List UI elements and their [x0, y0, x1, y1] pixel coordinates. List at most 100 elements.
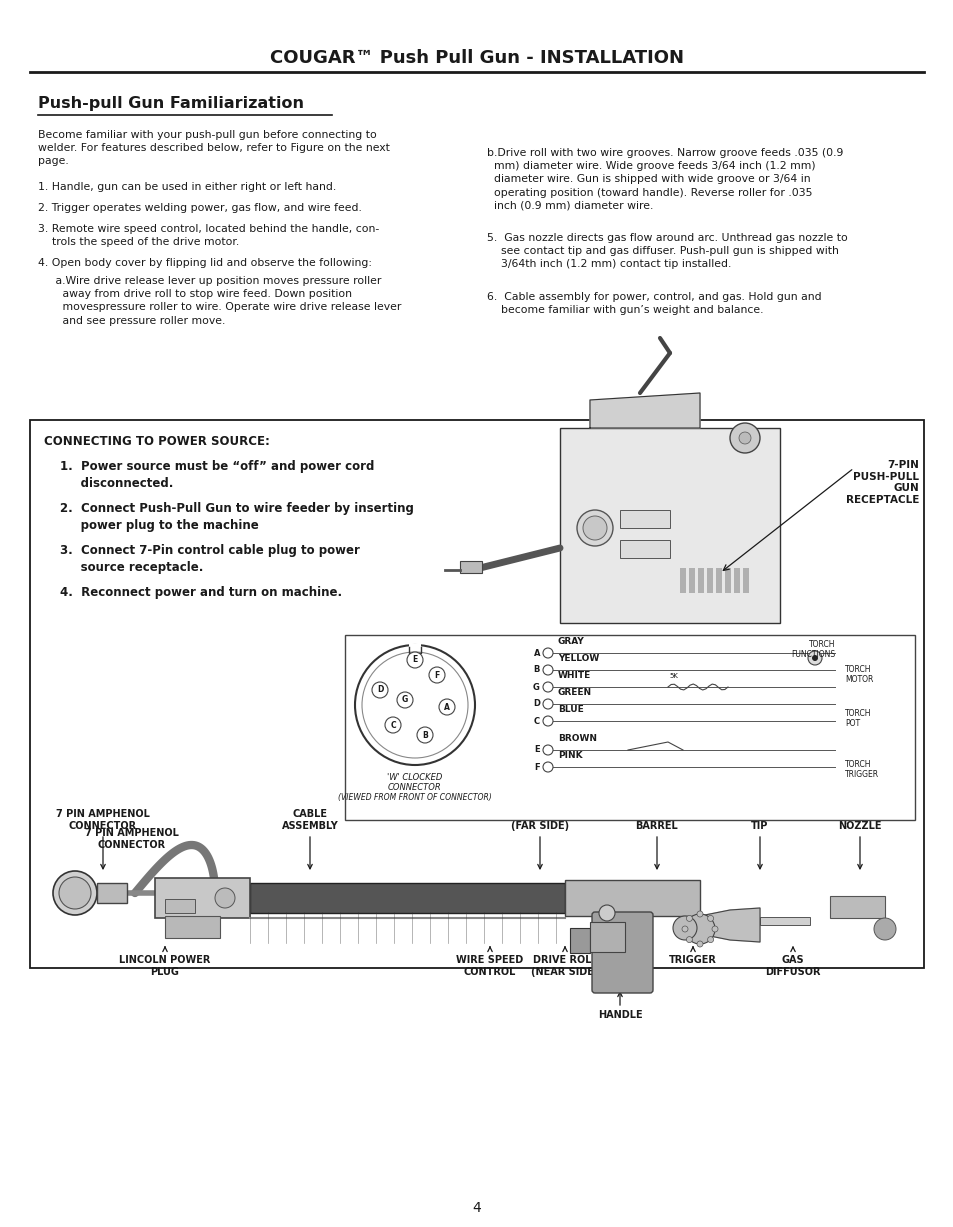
Text: WIRE SPEED
CONTROL: WIRE SPEED CONTROL: [456, 955, 523, 978]
Polygon shape: [700, 908, 760, 942]
Bar: [742, 568, 748, 593]
Text: b.Drive roll with two wire grooves. Narrow groove feeds .035 (0.9
  mm) diameter: b.Drive roll with two wire grooves. Narr…: [486, 148, 842, 211]
Circle shape: [711, 926, 718, 933]
Text: B: B: [421, 730, 428, 740]
Circle shape: [577, 510, 613, 546]
Bar: [829, 896, 884, 918]
Bar: [564, 880, 700, 917]
Text: BLUE: BLUE: [558, 706, 583, 714]
Text: TORCH
TRIGGER: TORCH TRIGGER: [844, 760, 879, 779]
Bar: [165, 917, 220, 937]
Circle shape: [873, 918, 895, 940]
Circle shape: [542, 665, 553, 675]
Text: 2. Trigger operates welding power, gas flow, and wire feed.: 2. Trigger operates welding power, gas f…: [38, 202, 361, 213]
Text: WHITE: WHITE: [558, 671, 591, 680]
Circle shape: [542, 648, 553, 658]
Text: BROWN: BROWN: [558, 734, 597, 744]
Text: G: G: [401, 696, 408, 704]
Circle shape: [542, 745, 553, 755]
Text: CW: CW: [732, 692, 745, 701]
Bar: [569, 928, 589, 953]
Circle shape: [429, 667, 444, 683]
Circle shape: [53, 871, 97, 915]
Text: (VIEWED FROM FRONT OF CONNECTOR): (VIEWED FROM FRONT OF CONNECTOR): [337, 793, 492, 802]
Text: CABLE
ASSEMBLY: CABLE ASSEMBLY: [281, 809, 338, 831]
Text: 3. Remote wire speed control, located behind the handle, con-
    trols the spee: 3. Remote wire speed control, located be…: [38, 225, 379, 247]
Circle shape: [582, 517, 606, 540]
Text: A: A: [443, 703, 450, 712]
Circle shape: [542, 717, 553, 726]
Bar: [154, 879, 250, 918]
Text: 3.  Connect 7-Pin control cable plug to power
     source receptacle.: 3. Connect 7-Pin control cable plug to p…: [60, 544, 359, 574]
Text: F: F: [434, 670, 439, 680]
Text: DRIVE ROLL
(NEAR SIDE): DRIVE ROLL (NEAR SIDE): [531, 955, 598, 978]
Text: GRAY: GRAY: [558, 637, 584, 645]
Circle shape: [361, 652, 468, 758]
Circle shape: [542, 699, 553, 709]
Text: GUN
BARREL: GUN BARREL: [635, 809, 678, 831]
Text: 4.  Reconnect power and turn on machine.: 4. Reconnect power and turn on machine.: [60, 587, 342, 599]
Bar: [688, 568, 695, 593]
Text: B: B: [533, 665, 539, 675]
Text: Become familiar with your push-pull gun before connecting to
welder. For feature: Become familiar with your push-pull gun …: [38, 130, 390, 167]
Text: TORCH
FUNCTIONS: TORCH FUNCTIONS: [790, 640, 834, 659]
Text: C: C: [390, 720, 395, 730]
Text: CONTACT
TIP: CONTACT TIP: [734, 809, 784, 831]
Text: E: E: [412, 655, 417, 665]
Text: HANDLE: HANDLE: [598, 1010, 641, 1020]
Bar: [250, 883, 564, 913]
Text: 7-PIN
PUSH-PULL
GUN
RECEPTACLE: 7-PIN PUSH-PULL GUN RECEPTACLE: [844, 460, 918, 504]
Circle shape: [739, 432, 750, 444]
Bar: [30, 420, 923, 968]
Bar: [595, 915, 649, 990]
Circle shape: [672, 917, 697, 940]
Text: TRIGGER: TRIGGER: [668, 955, 717, 964]
Circle shape: [396, 692, 413, 708]
Text: COUGAR™ Push Pull Gun - INSTALLATION: COUGAR™ Push Pull Gun - INSTALLATION: [270, 49, 683, 67]
Bar: [345, 636, 914, 820]
Circle shape: [59, 877, 91, 909]
Circle shape: [385, 717, 400, 733]
Text: C: C: [534, 717, 539, 725]
Text: G: G: [533, 682, 539, 692]
Circle shape: [438, 699, 455, 715]
Circle shape: [416, 728, 433, 744]
Text: 7 PIN AMPHENOL
CONNECTOR: 7 PIN AMPHENOL CONNECTOR: [56, 809, 150, 831]
Text: TORCH
MOTOR: TORCH MOTOR: [844, 665, 872, 685]
Bar: [459, 561, 481, 573]
Bar: [733, 568, 740, 593]
Bar: [619, 540, 669, 558]
Circle shape: [729, 423, 760, 453]
Text: D: D: [533, 699, 539, 708]
Text: PINK: PINK: [558, 751, 582, 760]
FancyBboxPatch shape: [592, 912, 652, 993]
Text: D: D: [376, 686, 383, 694]
Bar: [716, 568, 721, 593]
Text: 4: 4: [472, 1201, 481, 1215]
Text: 2.  Connect Push-Pull Gun to wire feeder by inserting
     power plug to the mac: 2. Connect Push-Pull Gun to wire feeder …: [60, 502, 414, 533]
Circle shape: [407, 652, 422, 667]
Circle shape: [598, 906, 615, 921]
Circle shape: [685, 915, 692, 921]
Text: TORCH
POT: TORCH POT: [844, 709, 871, 729]
Bar: [760, 917, 809, 925]
Text: 7 PIN AMPHENOL
CONNECTOR: 7 PIN AMPHENOL CONNECTOR: [85, 828, 179, 850]
Text: PRESSURE
ROLLER
(FAR SIDE): PRESSURE ROLLER (FAR SIDE): [511, 796, 569, 831]
Text: CONNECTOR: CONNECTOR: [388, 783, 441, 791]
Text: LINCOLN POWER
PLUG: LINCOLN POWER PLUG: [119, 955, 211, 978]
Text: 5.  Gas nozzle directs gas flow around arc. Unthread gas nozzle to
    see conta: 5. Gas nozzle directs gas flow around ar…: [486, 233, 847, 270]
Text: a.Wire drive release lever up position moves pressure roller
       away from dr: a.Wire drive release lever up position m…: [38, 276, 401, 325]
Circle shape: [685, 936, 692, 942]
Bar: [97, 883, 127, 903]
Bar: [724, 568, 730, 593]
Circle shape: [697, 910, 702, 917]
Text: 'W' CLOCKED: 'W' CLOCKED: [387, 773, 442, 782]
Text: 3: 3: [732, 683, 737, 690]
Text: 1.  Power source must be “off” and power cord
     disconnected.: 1. Power source must be “off” and power …: [60, 460, 374, 490]
Circle shape: [355, 645, 475, 764]
Text: GREEN: GREEN: [558, 688, 592, 697]
Bar: [559, 428, 780, 623]
Bar: [589, 921, 624, 952]
Polygon shape: [589, 393, 700, 428]
Text: GAS
DIFFUSOR: GAS DIFFUSOR: [764, 955, 820, 978]
